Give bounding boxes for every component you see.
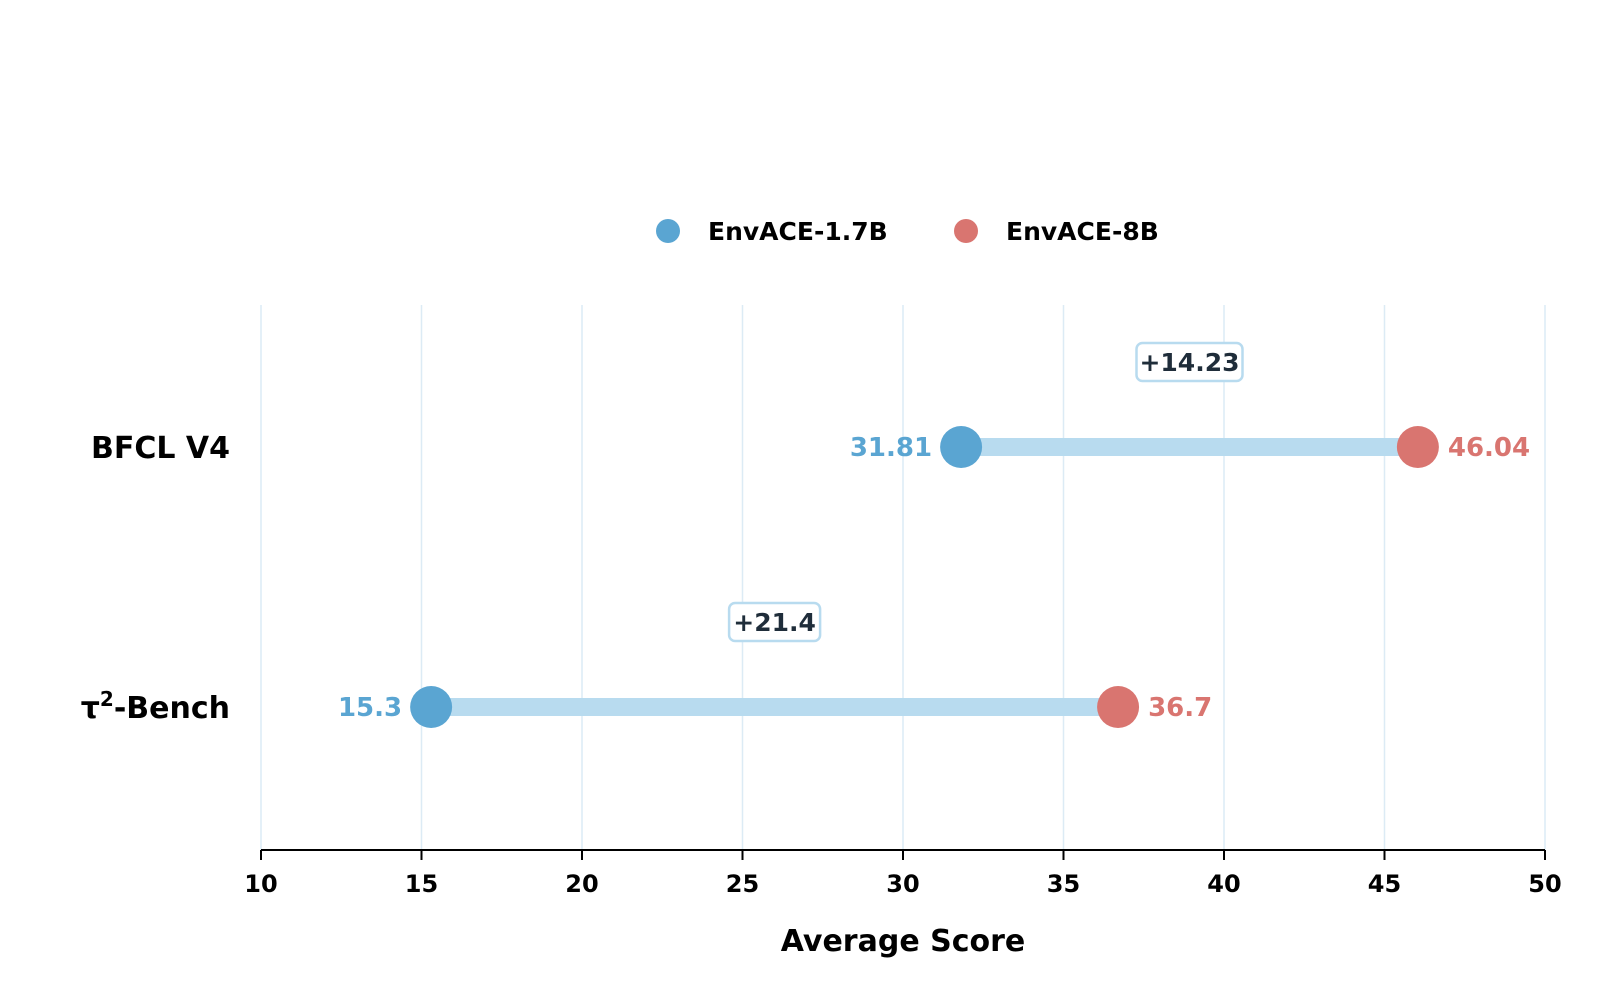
- difference-label: +21.4: [733, 608, 816, 637]
- x-axis-title: Average Score: [781, 924, 1026, 959]
- point-layer: [410, 426, 1439, 728]
- x-tick-label: 50: [1528, 870, 1561, 898]
- value-label-envace-1-7b: 15.3: [338, 693, 402, 723]
- value-label-envace-1-7b: 31.81: [850, 433, 932, 463]
- legend: EnvACE-1.7B EnvACE-8B: [656, 217, 1159, 246]
- x-tick-label: 10: [244, 870, 277, 898]
- label-layer: BFCL V4 31.81 46.04 +14.23 τ2-Bench 15.3 36.7 +…: [81, 341, 1530, 726]
- legend-label: EnvACE-1.7B: [708, 217, 888, 246]
- x-tick-label: 15: [405, 870, 438, 898]
- x-tick-label: 30: [886, 870, 919, 898]
- value-label-envace-8b: 46.04: [1448, 433, 1530, 463]
- category-label: BFCL V4: [91, 431, 230, 466]
- connector-layer: [431, 438, 1418, 716]
- x-tick-label: 25: [726, 870, 759, 898]
- x-tick-label: 20: [565, 870, 598, 898]
- grid-layer: [260, 305, 1546, 850]
- category-label: τ2-Bench: [81, 687, 230, 726]
- difference-label: +14.23: [1139, 348, 1239, 377]
- x-axis: 10 15 20 25 30 35 40 45 50: [244, 849, 1562, 898]
- point-envace-8b: [1396, 426, 1439, 468]
- difference-box: [1135, 341, 1244, 383]
- legend-label: EnvACE-8B: [1006, 217, 1159, 246]
- difference-box: [727, 601, 822, 643]
- point-envace-1-7b: [940, 426, 983, 468]
- value-label-envace-8b: 36.7: [1148, 693, 1212, 723]
- x-tick-label: 45: [1368, 870, 1401, 898]
- legend-marker: [656, 219, 680, 243]
- x-tick-label: 35: [1047, 870, 1080, 898]
- point-envace-1-7b: [410, 686, 453, 728]
- x-tick-label: 40: [1207, 870, 1240, 898]
- point-envace-8b: [1097, 686, 1140, 728]
- legend-marker: [954, 219, 978, 243]
